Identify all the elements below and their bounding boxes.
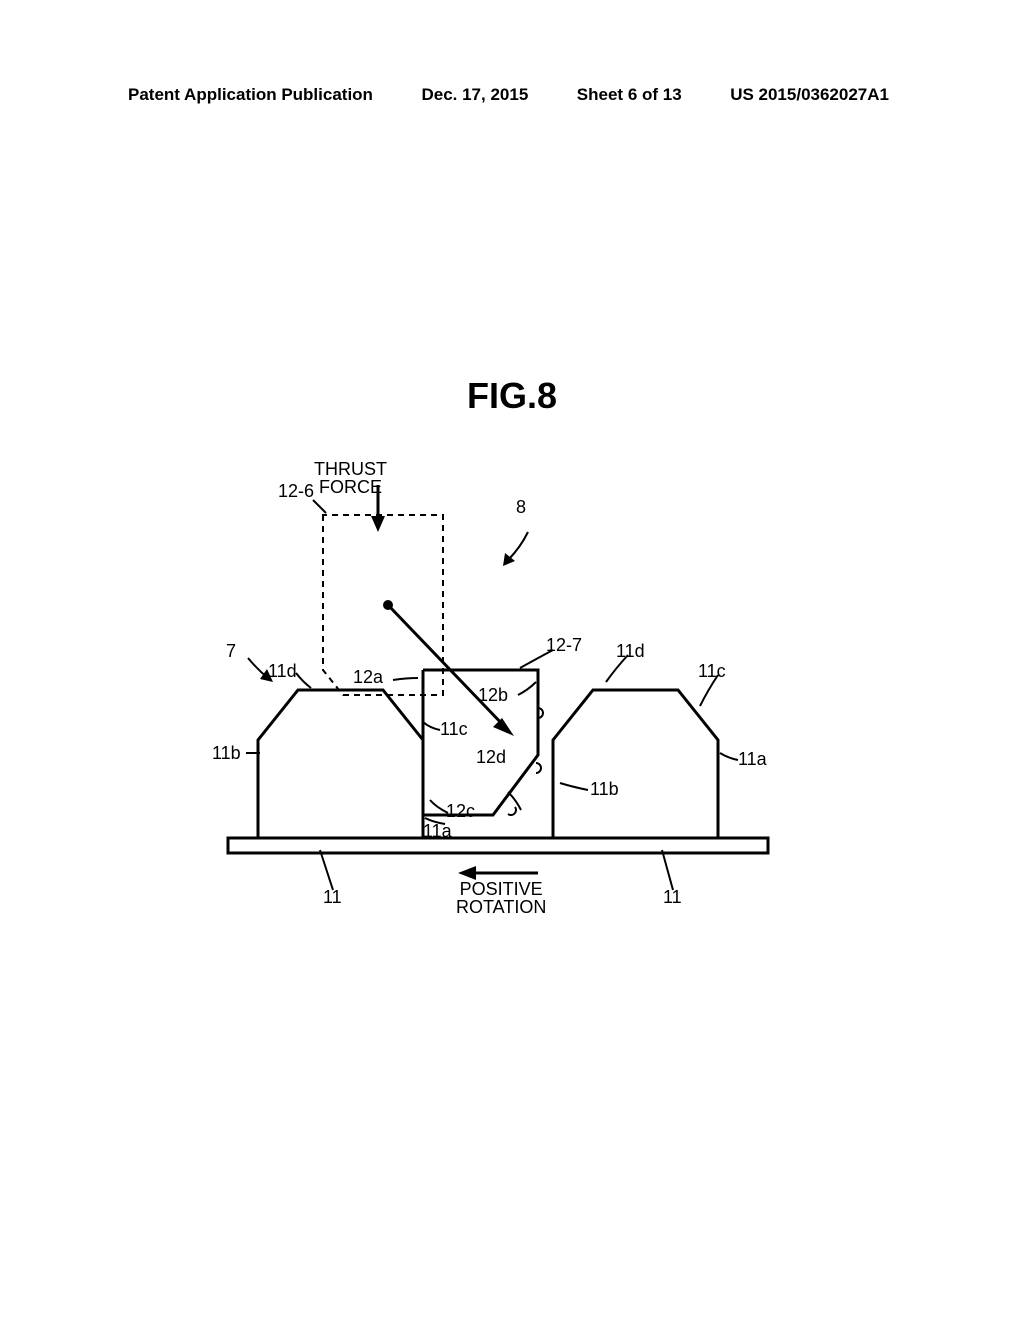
ref-11c-left: 11c [440, 720, 468, 738]
marker-mid [536, 763, 541, 773]
ref-12d: 12d [476, 748, 506, 766]
leader-8 [508, 532, 528, 560]
motion-arrow-line [388, 605, 506, 728]
marker-12d [508, 807, 516, 815]
publication-number: US 2015/0362027A1 [730, 85, 889, 105]
rotation-arrow-head [458, 866, 476, 880]
leader-12d [508, 792, 521, 810]
leader-12b [518, 682, 536, 695]
ref-11-right: 11 [663, 888, 682, 906]
ref-11a-right: 11a [738, 750, 767, 768]
leader-11a-right [720, 753, 738, 760]
ref-11c-right: 11c [698, 662, 726, 680]
leader-11c-left [423, 722, 440, 730]
leader-11b-right [560, 783, 588, 790]
figure-8-diagram: THRUST FORCE 8 12-6 7 11d 12a 12-7 11d 1… [218, 450, 778, 930]
ref-11d-right: 11d [616, 642, 645, 660]
leader-11-left [320, 850, 333, 890]
ref-7: 7 [226, 642, 236, 660]
leader-12a [393, 678, 418, 680]
publication-date: Dec. 17, 2015 [421, 85, 528, 105]
publication-label: Patent Application Publication [128, 85, 373, 105]
figure-title: FIG.8 [467, 375, 557, 417]
ref-11-left: 11 [323, 888, 342, 906]
right-tooth-11 [553, 690, 718, 838]
leader-11d-left [296, 673, 311, 688]
ref-12c: 12c [446, 802, 475, 820]
leader-11-right [662, 850, 673, 890]
ref-12-7: 12-7 [546, 636, 582, 654]
ref-12a: 12a [353, 668, 383, 686]
ref-11b-left: 11b [212, 744, 241, 762]
leader-12-6 [313, 500, 326, 513]
ref-11d-left: 11d [268, 662, 297, 680]
ref-8: 8 [516, 498, 526, 516]
ref-12b: 12b [478, 686, 508, 704]
page-header: Patent Application Publication Dec. 17, … [0, 85, 1024, 105]
sheet-number: Sheet 6 of 13 [577, 85, 682, 105]
left-tooth-11 [258, 690, 423, 838]
rotation-label: POSITIVE ROTATION [456, 880, 546, 916]
motion-arrow-head [493, 718, 514, 736]
ref-11b-right: 11b [590, 780, 619, 798]
ref-12-6: 12-6 [278, 482, 314, 500]
thrust-force-label: THRUST FORCE [314, 460, 387, 496]
ref-11a-left: 11a [423, 822, 452, 840]
thrust-arrow-head [371, 516, 385, 532]
base-plate [228, 838, 768, 853]
